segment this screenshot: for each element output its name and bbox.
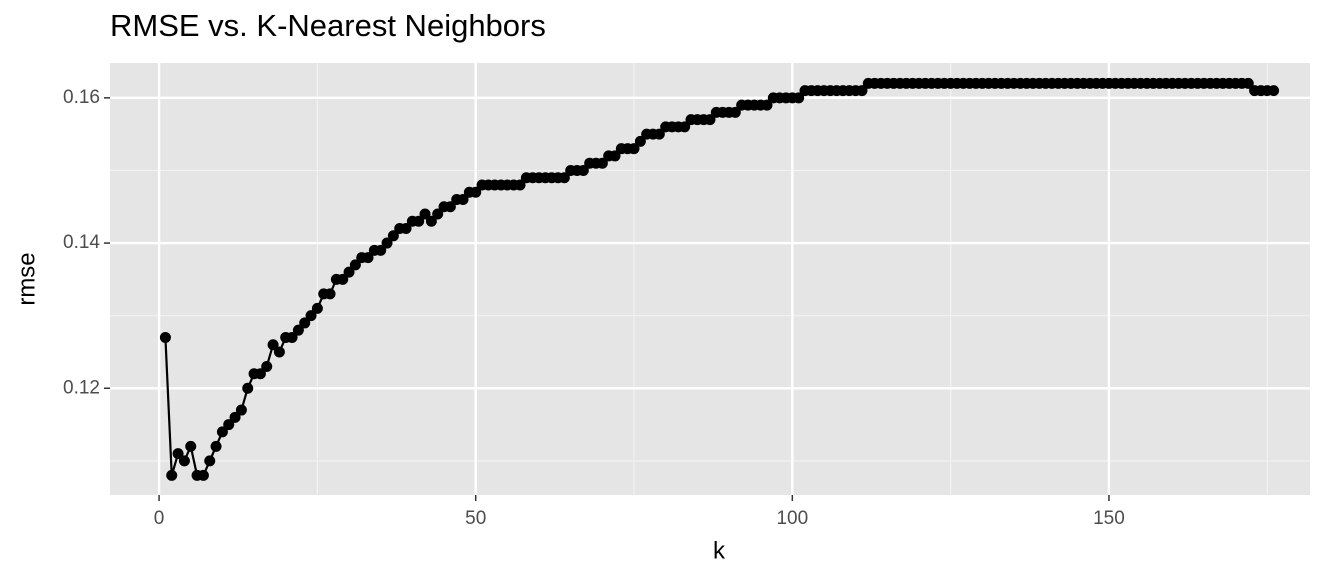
point [311,302,323,314]
point [514,179,526,191]
point [444,201,456,213]
point [292,324,304,336]
point [628,143,640,155]
point [349,259,361,271]
point [267,339,279,351]
panel [110,63,1310,495]
point [634,135,646,147]
point [577,164,589,176]
point [1268,85,1280,97]
point [400,223,412,235]
point [166,469,178,481]
point [235,404,247,416]
x-tick-label: 150 [1093,508,1125,529]
point [216,426,228,438]
point [856,85,868,97]
x-tick-label: 50 [465,508,486,529]
point [653,128,665,140]
point [470,186,482,198]
y-axis-title: rmse [13,252,40,305]
point [185,440,197,452]
point [210,440,222,452]
point [793,92,805,104]
point [729,106,741,118]
point [375,244,387,256]
x-tick-label: 100 [776,508,808,529]
x-tick-label: 0 [154,508,165,529]
point [1242,77,1254,89]
point [425,215,437,227]
point [273,346,285,358]
point [362,252,374,264]
point [178,455,190,467]
point [299,317,311,329]
point [609,150,621,162]
point [596,157,608,169]
point [159,331,171,343]
point [242,382,254,394]
point [761,99,773,111]
point [432,208,444,220]
point [172,448,184,460]
point [419,208,431,220]
point [286,331,298,343]
x-axis-title: k [713,537,726,564]
point [558,172,570,184]
y-tick-label: 0.16 [63,87,100,108]
point [337,273,349,285]
point [704,114,716,126]
point [324,288,336,300]
point [343,266,355,278]
point [204,455,216,467]
point [413,215,425,227]
point [381,237,393,249]
y-tick-label: 0.14 [63,232,100,253]
point [223,419,235,431]
point [254,368,266,380]
point [387,230,399,242]
point [261,360,273,372]
point [197,469,209,481]
point [457,193,469,205]
point [305,310,317,322]
y-tick-label: 0.12 [63,377,100,398]
point [229,411,241,423]
point [679,121,691,133]
chart-title: RMSE vs. K-Nearest Neighbors [110,8,546,43]
